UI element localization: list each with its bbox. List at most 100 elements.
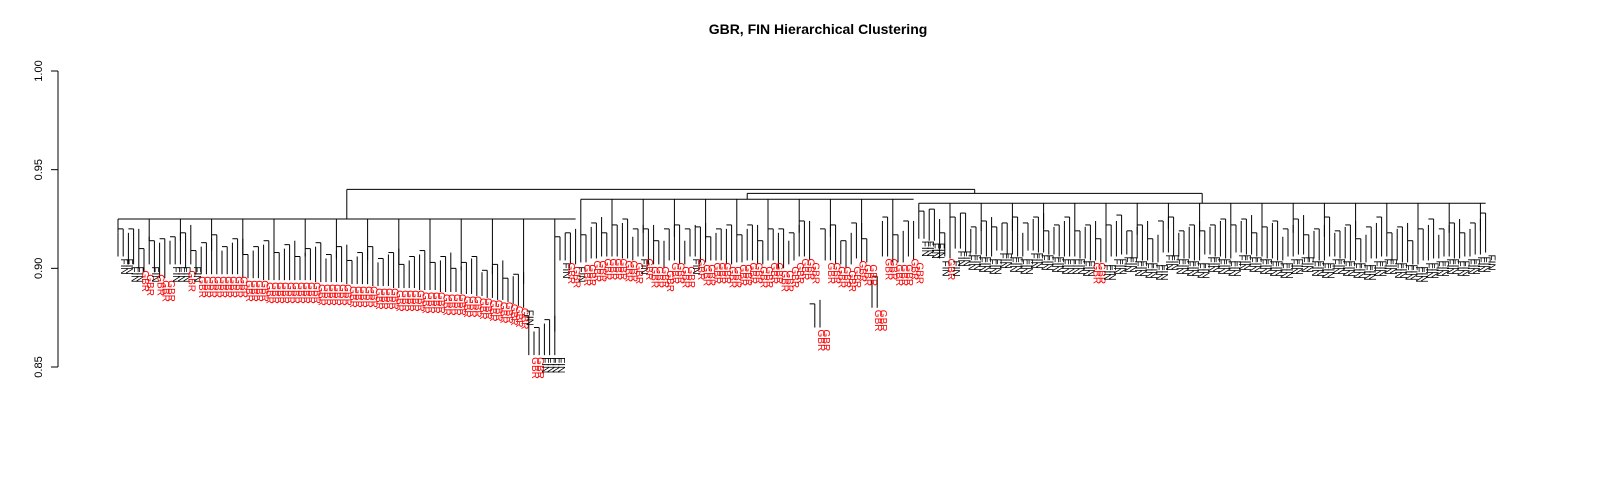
leaf-label: GBR (529, 357, 540, 379)
leaf-label: FIN (1304, 257, 1315, 273)
leaf-label: GBR (804, 258, 815, 280)
leaf-label: FIN (1205, 257, 1216, 273)
leaf-label: GBR (518, 308, 529, 330)
leaf-label: GBR (331, 284, 342, 306)
leaf-label: GBR (357, 286, 368, 308)
leaf-label: FIN (191, 266, 202, 282)
leaf-label: FIN (1408, 264, 1419, 280)
leaf-label: FIN (1278, 262, 1289, 278)
leaf-label: FIN (1324, 262, 1335, 278)
leaf-label: FIN (1356, 262, 1367, 278)
leaf-label: GBR (295, 282, 306, 304)
leaf-label: GBR (893, 264, 904, 286)
leaf-label: FIN (981, 257, 992, 273)
leaf-label: GBR (602, 258, 613, 280)
leaf-label: FIN (1116, 258, 1127, 274)
leaf-label: FIN (1002, 253, 1013, 269)
leaf-label: FIN (1319, 262, 1330, 278)
leaf-label: FIN (960, 251, 971, 267)
leaf-label: GBR (321, 284, 332, 306)
leaf-label: FIN (180, 266, 191, 282)
leaf-label: GBR (674, 262, 685, 284)
leaf-label: GBR (472, 296, 483, 318)
leaf-label: GBR (336, 284, 347, 306)
leaf-label: GBR (290, 282, 301, 304)
leaf-label: FIN (1397, 262, 1408, 278)
leaf-label: GBR (154, 274, 165, 296)
leaf-label: GBR (498, 302, 509, 324)
leaf-label: FIN (1293, 258, 1304, 274)
leaf-label: GBR (238, 276, 249, 298)
leaf-label: FIN (966, 255, 977, 271)
leaf-label: FIN (1361, 264, 1372, 280)
leaf-label: FIN (576, 266, 587, 282)
leaf-label: FIN (1345, 260, 1356, 276)
leaf-label: GBR (373, 288, 384, 310)
leaf-label: GBR (466, 296, 477, 318)
leaf-label: GBR (477, 298, 488, 320)
leaf-label: GBR (820, 330, 831, 352)
leaf-label: GBR (836, 266, 847, 288)
leaf-label: FIN (1444, 258, 1455, 274)
leaf-label: GBR (440, 294, 451, 316)
leaf-label: FIN (1075, 258, 1086, 274)
leaf-label: FIN (1460, 260, 1471, 276)
leaf-label: FIN (690, 258, 701, 274)
leaf-label: FIN (986, 258, 997, 274)
dendrogram-branches (117, 188, 1487, 356)
leaf-label: FIN (940, 260, 951, 276)
y-tick-label: 0.85 (33, 356, 45, 377)
leaf-label: GBR (628, 260, 639, 282)
leaf-label: FIN (1033, 253, 1044, 269)
leaf-label: GBR (425, 292, 436, 314)
leaf-label: GBR (726, 266, 737, 288)
leaf-label: GBR (747, 262, 758, 284)
leaf-label: FIN (1402, 264, 1413, 280)
leaf-label: GBR (737, 264, 748, 286)
leaf-label: FIN (1428, 262, 1439, 278)
leaf-label: FIN (1012, 257, 1023, 273)
y-tick-label: 0.90 (33, 258, 45, 279)
leaf-label: GBR (570, 266, 581, 288)
leaf-label: FIN (1392, 262, 1403, 278)
leaf-label: GBR (492, 300, 503, 322)
leaf-label: FIN (924, 241, 935, 257)
leaf-label: GBR (867, 264, 878, 286)
leaf-label: FIN (1054, 257, 1065, 273)
leaf-label: FIN (1236, 255, 1247, 271)
leaf-label: GBR (388, 288, 399, 310)
leaf-label: FIN (1470, 258, 1481, 274)
leaf-label: GBR (643, 258, 654, 280)
leaf-label: FIN (128, 266, 139, 282)
leaf-label: FIN (1070, 258, 1081, 274)
leaf-label: GBR (503, 302, 514, 324)
leaf-label: FIN (1366, 264, 1377, 280)
leaf-label: GBR (186, 270, 197, 292)
leaf-label: GBR (326, 284, 337, 306)
leaf-label: GBR (846, 270, 857, 292)
leaf-label: FIN (1049, 257, 1060, 273)
leaf-label: FIN (544, 357, 555, 373)
leaf-label: FIN (1423, 262, 1434, 278)
leaf-label: GBR (633, 262, 644, 284)
leaf-label: GBR (680, 266, 691, 288)
leaf-label: FIN (1418, 266, 1429, 282)
leaf-label: GBR (347, 286, 358, 308)
leaf-label: FIN (1007, 257, 1018, 273)
leaf-label: FIN (149, 266, 160, 282)
leaf-label: GBR (825, 262, 836, 284)
leaf-label: GBR (752, 262, 763, 284)
leaf-label: FIN (118, 258, 129, 274)
leaf-label: FIN (1262, 258, 1273, 274)
leaf-label: GBR (269, 282, 280, 304)
leaf-label: FIN (1064, 258, 1075, 274)
leaf-label: GBR (773, 262, 784, 284)
leaf-label: FIN (955, 251, 966, 267)
leaf-label: FIN (1371, 260, 1382, 276)
leaf-label: FIN (1449, 258, 1460, 274)
leaf-label: FIN (1454, 260, 1465, 276)
leaf-label: GBR (877, 310, 888, 332)
leaf-label: GBR (342, 284, 353, 306)
leaf-label: GBR (310, 282, 321, 304)
